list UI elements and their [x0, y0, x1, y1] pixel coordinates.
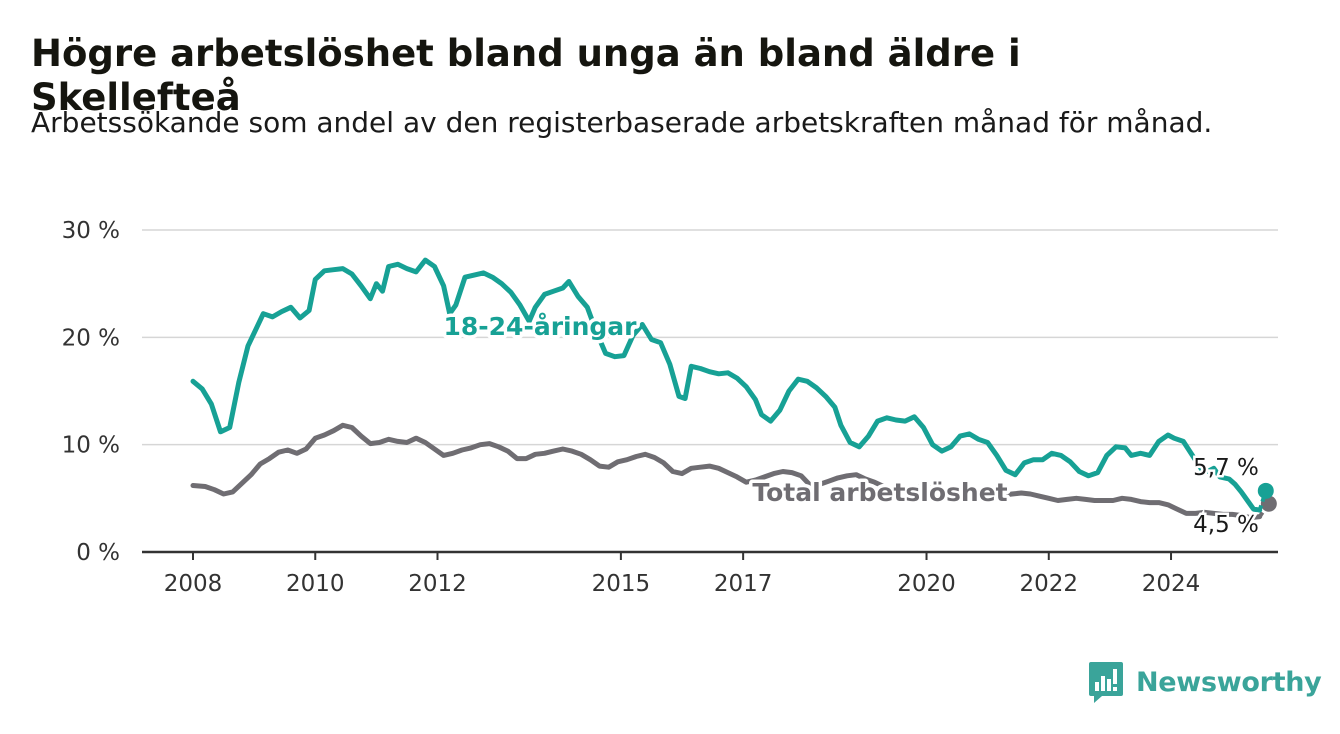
- brand-name: Newsworthy: [1136, 666, 1322, 698]
- chart-subtitle: Arbetssökande som andel av den registerb…: [31, 106, 1213, 139]
- end-label-total: 4,5 %: [1193, 512, 1259, 538]
- y-tick-label: 20 %: [62, 325, 120, 351]
- series-line-total: [190, 422, 1263, 521]
- bar-chart-speech-bubble-icon: [1089, 662, 1123, 703]
- x-tick-label: 2012: [408, 571, 467, 597]
- y-tick-label: 10 %: [62, 433, 120, 459]
- x-tick-label: 2010: [286, 571, 345, 597]
- series-lines: [190, 257, 1277, 521]
- series-projection-18-24: [1257, 490, 1268, 511]
- x-tick-label: 2022: [1020, 571, 1079, 597]
- x-tick-label: 2008: [164, 571, 223, 597]
- y-tick-label: 0 %: [76, 540, 120, 566]
- series-labels: 18-24-åringar Total arbetslöshet 5,7 % 4,5 …: [440, 309, 1261, 541]
- x-tick-label: 2020: [897, 571, 956, 597]
- series-label-total: Total arbetslöshet: [752, 478, 1007, 507]
- newsworthy-logo: Newsworthy: [1088, 660, 1322, 704]
- series-label-18-24: 18-24-åringar: [444, 312, 638, 341]
- x-tick-label: 2015: [592, 571, 651, 597]
- x-tick-label: 2017: [714, 571, 773, 597]
- x-axis: 2008 2010 2012 2015 2017 2020 2022 2024: [142, 550, 1278, 597]
- series-line-18-24: [190, 257, 1263, 513]
- y-tick-label: 30 %: [62, 218, 120, 244]
- x-tick-label: 2024: [1142, 571, 1201, 597]
- end-point-18-24: [1257, 482, 1274, 499]
- end-label-18-24: 5,7 %: [1193, 455, 1259, 481]
- chart-title: Högre arbetslöshet bland unga än bland ä…: [31, 32, 1021, 119]
- gridlines: [142, 229, 1278, 446]
- y-axis-tick-labels: 0 % 10 % 20 % 30 %: [62, 218, 120, 566]
